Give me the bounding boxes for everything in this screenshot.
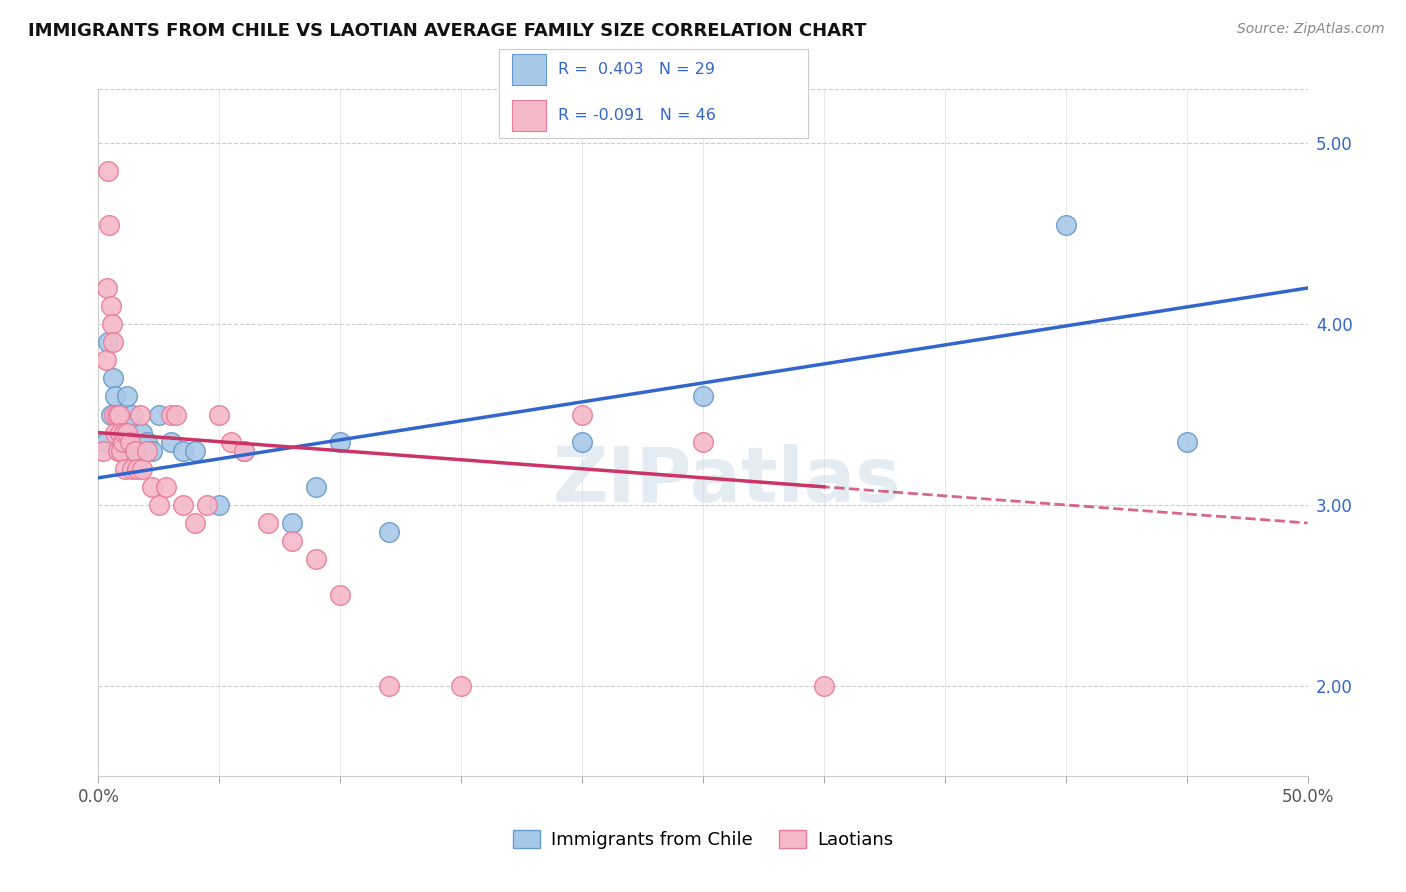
Point (172, 443, 194, 458)
Point (184, 443, 207, 458)
Point (1054, 218, 1077, 232)
Point (141, 480, 163, 494)
Point (114, 462, 136, 476)
Point (105, 408, 128, 422)
Point (107, 443, 129, 458)
Point (329, 588, 352, 602)
Point (108, 443, 131, 458)
Point (256, 516, 278, 530)
Point (124, 443, 146, 458)
Point (208, 498, 231, 512)
Point (127, 462, 149, 476)
Point (131, 462, 153, 476)
Text: R =  0.403   N = 29: R = 0.403 N = 29 (558, 62, 714, 77)
Point (450, 679, 472, 693)
Point (114, 425, 136, 440)
Point (305, 480, 328, 494)
Point (172, 498, 194, 512)
Point (127, 443, 149, 458)
Point (692, 389, 714, 403)
Point (195, 498, 218, 512)
Point (155, 480, 177, 494)
Point (94, 353, 117, 368)
Point (165, 408, 187, 422)
Point (108, 425, 131, 440)
Point (98, 218, 121, 232)
Point (103, 408, 125, 422)
FancyBboxPatch shape (512, 54, 546, 85)
Point (377, 524, 399, 539)
Point (112, 425, 135, 440)
Point (100, 317, 122, 331)
Point (117, 425, 139, 440)
Point (121, 408, 143, 422)
Point (97, 335, 120, 350)
Point (281, 516, 304, 530)
Point (377, 679, 399, 693)
Point (135, 434, 157, 449)
Point (221, 434, 243, 449)
Point (571, 434, 593, 449)
Text: Source: ZipAtlas.com: Source: ZipAtlas.com (1237, 22, 1385, 37)
Point (208, 408, 231, 422)
Point (141, 443, 163, 458)
Point (813, 679, 835, 693)
Point (101, 371, 124, 385)
Point (104, 389, 127, 403)
Point (100, 408, 122, 422)
Point (100, 299, 122, 313)
Point (305, 552, 328, 566)
Point (1175, 434, 1198, 449)
Text: R = -0.091   N = 46: R = -0.091 N = 46 (558, 108, 716, 123)
Point (160, 434, 183, 449)
Point (104, 425, 127, 440)
Point (108, 408, 131, 422)
Point (101, 335, 124, 350)
Point (131, 425, 153, 440)
Point (97, 163, 120, 178)
Point (117, 389, 139, 403)
Point (111, 434, 134, 449)
Legend: Immigrants from Chile, Laotians: Immigrants from Chile, Laotians (505, 822, 901, 856)
Point (329, 434, 352, 449)
Point (692, 434, 714, 449)
Point (232, 443, 254, 458)
Point (107, 408, 129, 422)
Point (121, 462, 143, 476)
Text: ZIPatlas: ZIPatlas (553, 443, 901, 517)
Point (110, 443, 132, 458)
Point (128, 408, 150, 422)
Point (91, 443, 114, 458)
Point (281, 534, 304, 549)
Text: IMMIGRANTS FROM CHILE VS LAOTIAN AVERAGE FAMILY SIZE CORRELATION CHART: IMMIGRANTS FROM CHILE VS LAOTIAN AVERAGE… (28, 22, 866, 40)
Point (135, 443, 157, 458)
Point (111, 434, 134, 449)
Point (571, 408, 593, 422)
Point (148, 498, 170, 512)
Point (96, 281, 118, 295)
Point (148, 408, 170, 422)
Point (232, 443, 254, 458)
Point (118, 434, 141, 449)
Point (184, 516, 207, 530)
Point (160, 408, 183, 422)
Point (94, 434, 117, 449)
FancyBboxPatch shape (512, 100, 546, 131)
